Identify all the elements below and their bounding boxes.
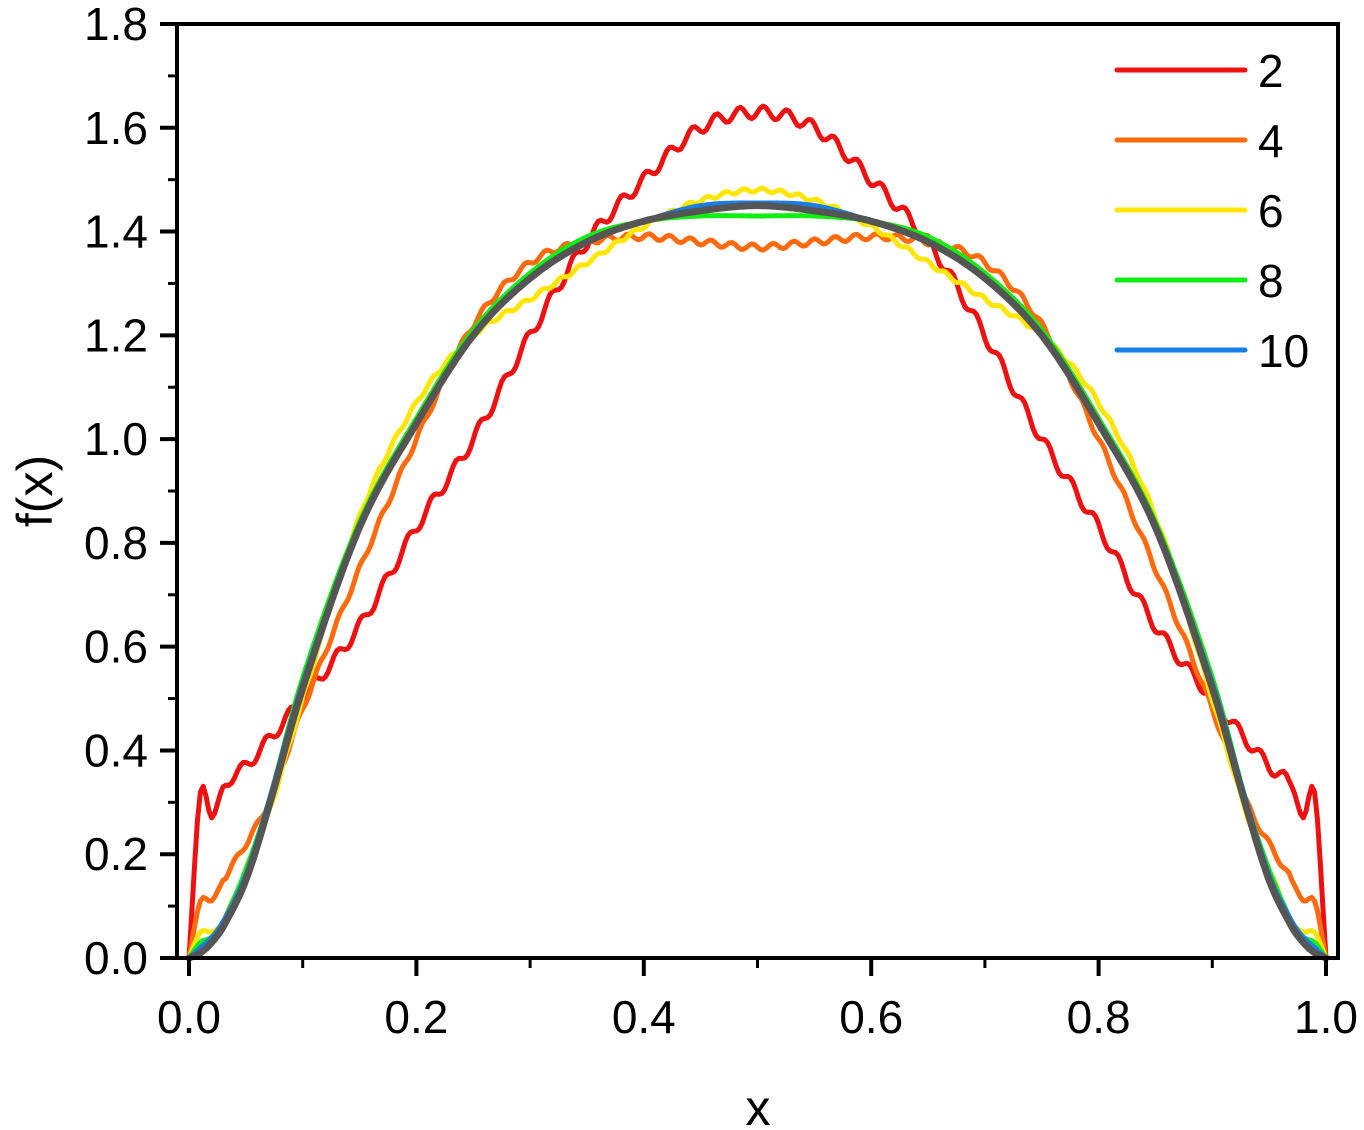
y-tick-label: 1.0: [84, 413, 148, 465]
series-line-6: [186, 185, 1329, 961]
y-tick-label: 1.6: [84, 102, 148, 154]
y-axis: 0.0 0.2 0.4 0.6 0.8 1.0 1.2 1.4 1.6 1.8: [84, 0, 177, 984]
series-line-2: [186, 103, 1329, 961]
x-tick-label: 0.4: [612, 991, 676, 1043]
x-tick-label: 0.6: [839, 991, 903, 1043]
plot-frame: [175, 22, 1340, 960]
x-tick-label: 0.2: [384, 991, 448, 1043]
series-line-8: [186, 213, 1329, 961]
x-axis: 0.0 0.2 0.4 0.6 0.8 1.0: [157, 958, 1358, 1043]
y-tick-label: 0.6: [84, 621, 148, 673]
y-tick-label: 1.4: [84, 206, 148, 258]
series-line-4: [186, 231, 1329, 961]
y-tick-label: 0.0: [84, 932, 148, 984]
legend-label: 4: [1258, 115, 1284, 167]
y-tick-label: 1.8: [84, 0, 148, 50]
x-tick-label: 0.0: [157, 991, 221, 1043]
y-tick-label: 0.2: [84, 828, 148, 880]
legend-label: 10: [1258, 325, 1309, 377]
legend-label: 6: [1258, 185, 1284, 237]
x-tick-label: 0.8: [1067, 991, 1131, 1043]
y-tick-label: 1.2: [84, 309, 148, 361]
x-axis-title: x: [746, 1080, 771, 1130]
series-line-reference: [185, 202, 1330, 962]
series-line-10: [186, 200, 1329, 961]
legend: 2 4 6 8 10: [1114, 45, 1309, 377]
y-tick-label: 0.8: [84, 517, 148, 569]
legend-label: 2: [1258, 45, 1284, 97]
y-axis-title: f(x): [7, 455, 63, 527]
y-tick-label: 0.4: [84, 724, 148, 776]
legend-label: 8: [1258, 255, 1284, 307]
x-tick-label: 1.0: [1294, 991, 1358, 1043]
plot-curves: [185, 103, 1330, 962]
